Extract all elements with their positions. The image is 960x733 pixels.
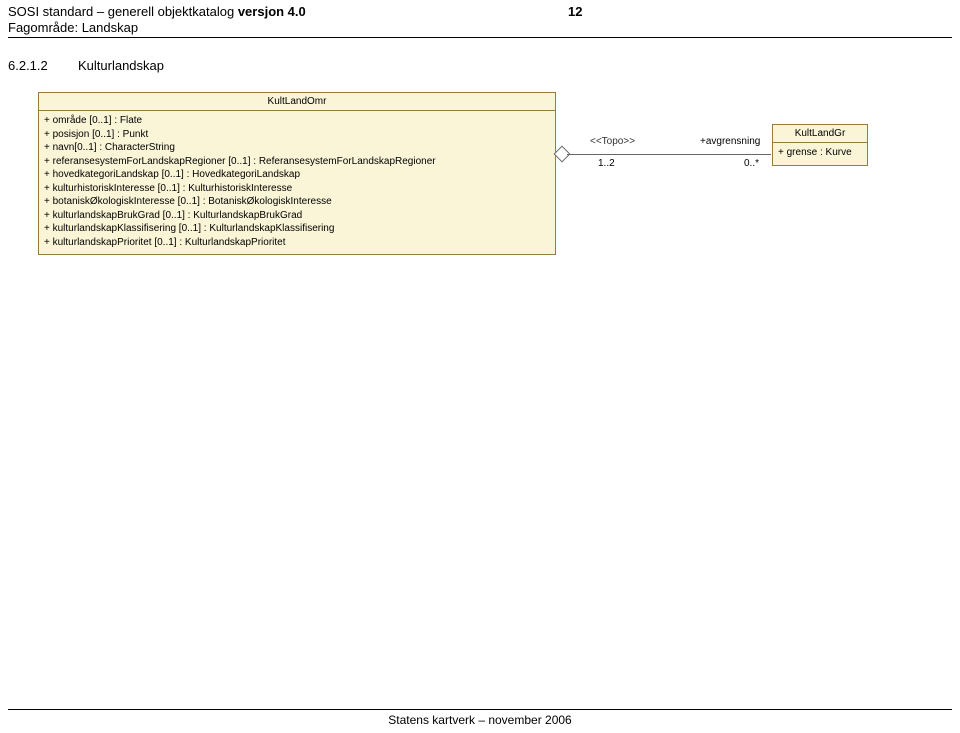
association-role: +avgrensning xyxy=(700,136,760,147)
uml-attr-line: + botaniskØkologiskInteresse [0..1] : Bo… xyxy=(44,195,550,209)
uml-class-kultlandgr: KultLandGr + grense : Kurve xyxy=(772,124,868,166)
doc-version: versjon 4.0 xyxy=(238,4,306,19)
uml-attr-line: + kulturlandskapBrukGrad [0..1] : Kultur… xyxy=(44,209,550,223)
uml-attr-line: + område [0..1] : Flate xyxy=(44,114,550,128)
doc-title-prefix: SOSI standard – generell objektkatalog xyxy=(8,4,234,19)
page-number: 12 xyxy=(568,4,582,19)
uml-attr-line: + kulturhistoriskInteresse [0..1] : Kult… xyxy=(44,182,550,196)
uml-attr-line: + referansesystemForLandskapRegioner [0.… xyxy=(44,155,550,169)
uml-attr-line: + navn[0..1] : CharacterString xyxy=(44,141,550,155)
footer: Statens kartverk – november 2006 xyxy=(8,709,952,727)
uml-attr-line: + hovedkategoriLandskap [0..1] : Hovedka… xyxy=(44,168,550,182)
uml-attr-line: + kulturlandskapPrioritet [0..1] : Kultu… xyxy=(44,236,550,250)
uml-class-attrs: + område [0..1] : Flate+ posisjon [0..1]… xyxy=(39,111,555,254)
uml-attr-line: + grense : Kurve xyxy=(778,146,862,160)
association-line xyxy=(567,154,771,155)
section-number: 6.2.1.2 xyxy=(8,58,48,73)
doc-header-line1: SOSI standard – generell objektkatalog v… xyxy=(8,4,952,19)
doc-header-line2: Fagområde: Landskap xyxy=(8,20,952,38)
uml-diagram: KultLandOmr + område [0..1] : Flate+ pos… xyxy=(0,92,960,672)
uml-attr-line: + kulturlandskapKlassifisering [0..1] : … xyxy=(44,222,550,236)
section-title: Kulturlandskap xyxy=(78,58,164,73)
multiplicity-left: 1..2 xyxy=(598,158,615,169)
multiplicity-right: 0..* xyxy=(744,158,759,169)
uml-class-title: KultLandOmr xyxy=(39,93,555,111)
uml-class-kultlandomr: KultLandOmr + område [0..1] : Flate+ pos… xyxy=(38,92,556,255)
uml-class-attrs: + grense : Kurve xyxy=(773,143,867,165)
association-stereotype: <<Topo>> xyxy=(590,136,635,147)
uml-attr-line: + posisjon [0..1] : Punkt xyxy=(44,128,550,142)
uml-class-title: KultLandGr xyxy=(773,125,867,143)
